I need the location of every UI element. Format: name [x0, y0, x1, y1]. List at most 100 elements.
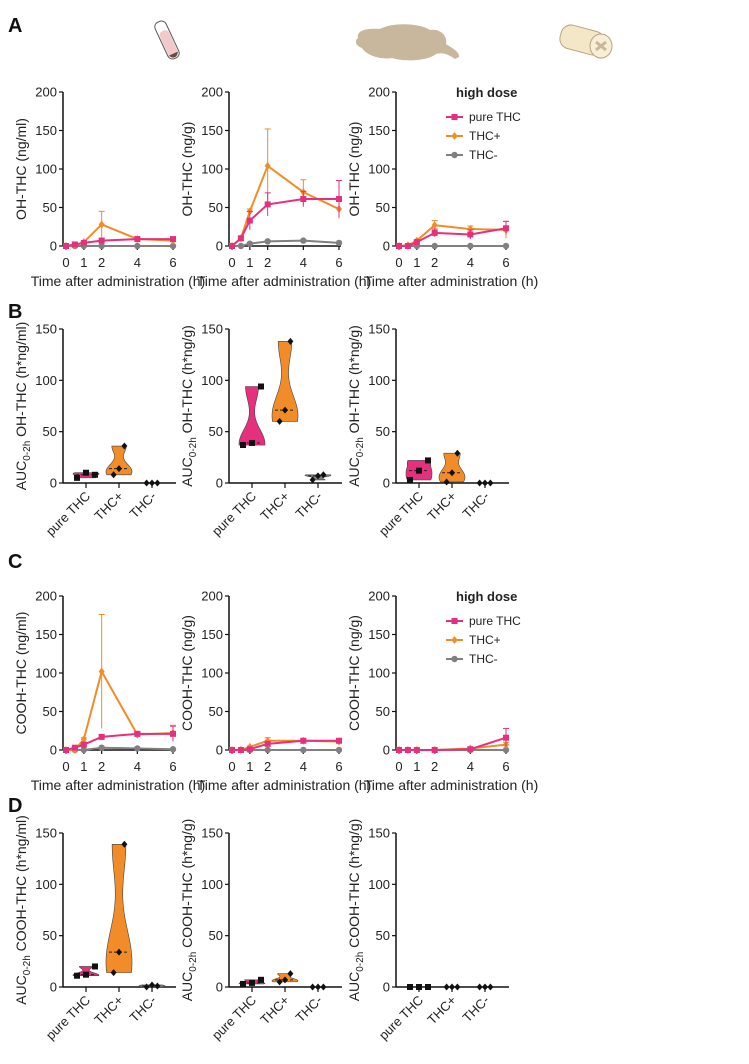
data-point	[309, 476, 316, 484]
violin-purethc	[72, 963, 100, 979]
marker-circle	[98, 744, 105, 751]
panel-letter-d: D	[8, 795, 22, 817]
marker-square	[503, 225, 509, 232]
data-point	[449, 469, 455, 477]
y-tick-label: 150	[201, 627, 223, 642]
y-tick-label: 100	[368, 373, 390, 388]
violin-body	[271, 341, 299, 422]
y-tick-label: 50	[376, 704, 390, 719]
legend-label: THC-	[469, 652, 498, 666]
marker-circle	[502, 242, 510, 250]
data-point	[249, 979, 255, 986]
y-tick-label: 100	[201, 162, 223, 177]
x-tick-label: 1	[80, 255, 87, 270]
marker-square	[246, 746, 253, 753]
y-axis-title-subscript: 0-2h	[355, 952, 366, 972]
data-point	[149, 479, 155, 487]
category-label: THC+	[424, 993, 459, 1028]
brain-icon	[355, 24, 460, 61]
y-axis-title: OH-THC (ng/g)	[346, 122, 362, 217]
legend: high dose pure THC THC+ THC-	[446, 589, 521, 666]
data-point	[315, 983, 321, 991]
data-point	[454, 449, 461, 457]
series-thc	[229, 128, 342, 250]
data-point	[476, 479, 483, 487]
data-point	[258, 383, 264, 390]
marker-square	[451, 618, 458, 624]
marker-circle	[467, 242, 474, 250]
y-axis-title-rest: OH-THC (h*ng/g)	[179, 325, 195, 437]
y-tick-label: 100	[35, 373, 57, 388]
y-tick-label: 100	[35, 877, 57, 892]
y-tick-label: 150	[368, 322, 390, 337]
marker-square	[229, 243, 235, 249]
marker-square	[246, 217, 253, 224]
marker-diamond	[98, 667, 105, 676]
marker-square	[431, 229, 438, 236]
y-tick-label: 100	[368, 162, 390, 177]
test-tube-blood-icon	[154, 20, 180, 60]
x-axis-title: Time after administration (h)	[197, 273, 372, 289]
marker-square	[413, 747, 420, 753]
y-tick-label: 0	[383, 476, 390, 491]
violin-thc	[476, 983, 494, 991]
violin-thc	[271, 970, 299, 986]
legend-title: high dose	[456, 589, 517, 604]
x-tick-label: 4	[134, 255, 141, 270]
marker-square	[503, 734, 509, 741]
y-tick-label: 0	[383, 980, 390, 995]
marker-circle	[134, 242, 141, 250]
x-tick-label: 4	[467, 255, 474, 270]
marker-circle	[169, 242, 177, 250]
violin-thc	[105, 840, 133, 977]
data-point	[476, 983, 483, 991]
x-tick-label: 4	[300, 255, 307, 270]
category-label: pure THC	[209, 489, 259, 539]
legend-label: THC+	[469, 129, 501, 143]
x-tick-label: 6	[335, 759, 342, 774]
y-tick-label: 150	[368, 123, 390, 138]
category-label: THC-	[293, 993, 326, 1026]
y-axis-title-subscript: 0-2h	[355, 437, 366, 457]
y-tick-label: 0	[216, 239, 223, 254]
violin-thc	[438, 449, 466, 486]
data-point	[110, 471, 117, 479]
y-axis-title-main: AUC	[13, 461, 29, 491]
marker-square	[63, 747, 69, 753]
y-axis-title-rest: OH-THC (h*ng/g)	[346, 325, 362, 437]
marker-circle	[451, 655, 458, 663]
marker-square	[300, 737, 307, 744]
data-point	[487, 983, 494, 991]
y-axis-title-subscript: 0-2h	[188, 437, 199, 457]
series-thc	[228, 237, 343, 250]
category-label: pure THC	[43, 993, 93, 1043]
data-point	[425, 457, 431, 464]
marker-circle	[300, 237, 307, 244]
marker-square	[264, 740, 271, 747]
marker-square	[467, 231, 474, 238]
series-purethc	[396, 727, 509, 753]
category-label: THC-	[460, 489, 493, 522]
y-tick-label: 50	[43, 424, 57, 439]
x-tick-label: 6	[502, 255, 509, 270]
violin-body	[238, 386, 266, 446]
marker-diamond	[467, 225, 474, 234]
y-axis-title: AUC0-2h COOH-THC (h*ng/ml)	[13, 815, 33, 1005]
panel-letter-a: A	[8, 15, 22, 37]
marker-square	[229, 747, 235, 753]
data-point	[425, 984, 431, 990]
data-point	[116, 948, 122, 956]
data-point	[154, 479, 161, 487]
data-point	[143, 479, 150, 487]
violin-thc	[143, 479, 161, 487]
y-axis-title-main: AUC	[346, 972, 362, 1002]
violin-purethc	[238, 976, 266, 987]
x-tick-label: 4	[300, 759, 307, 774]
y-tick-label: 50	[376, 200, 390, 215]
y-axis-title-rest: COOH-THC (h*ng/ml)	[13, 815, 29, 955]
y-tick-label: 100	[201, 666, 223, 681]
